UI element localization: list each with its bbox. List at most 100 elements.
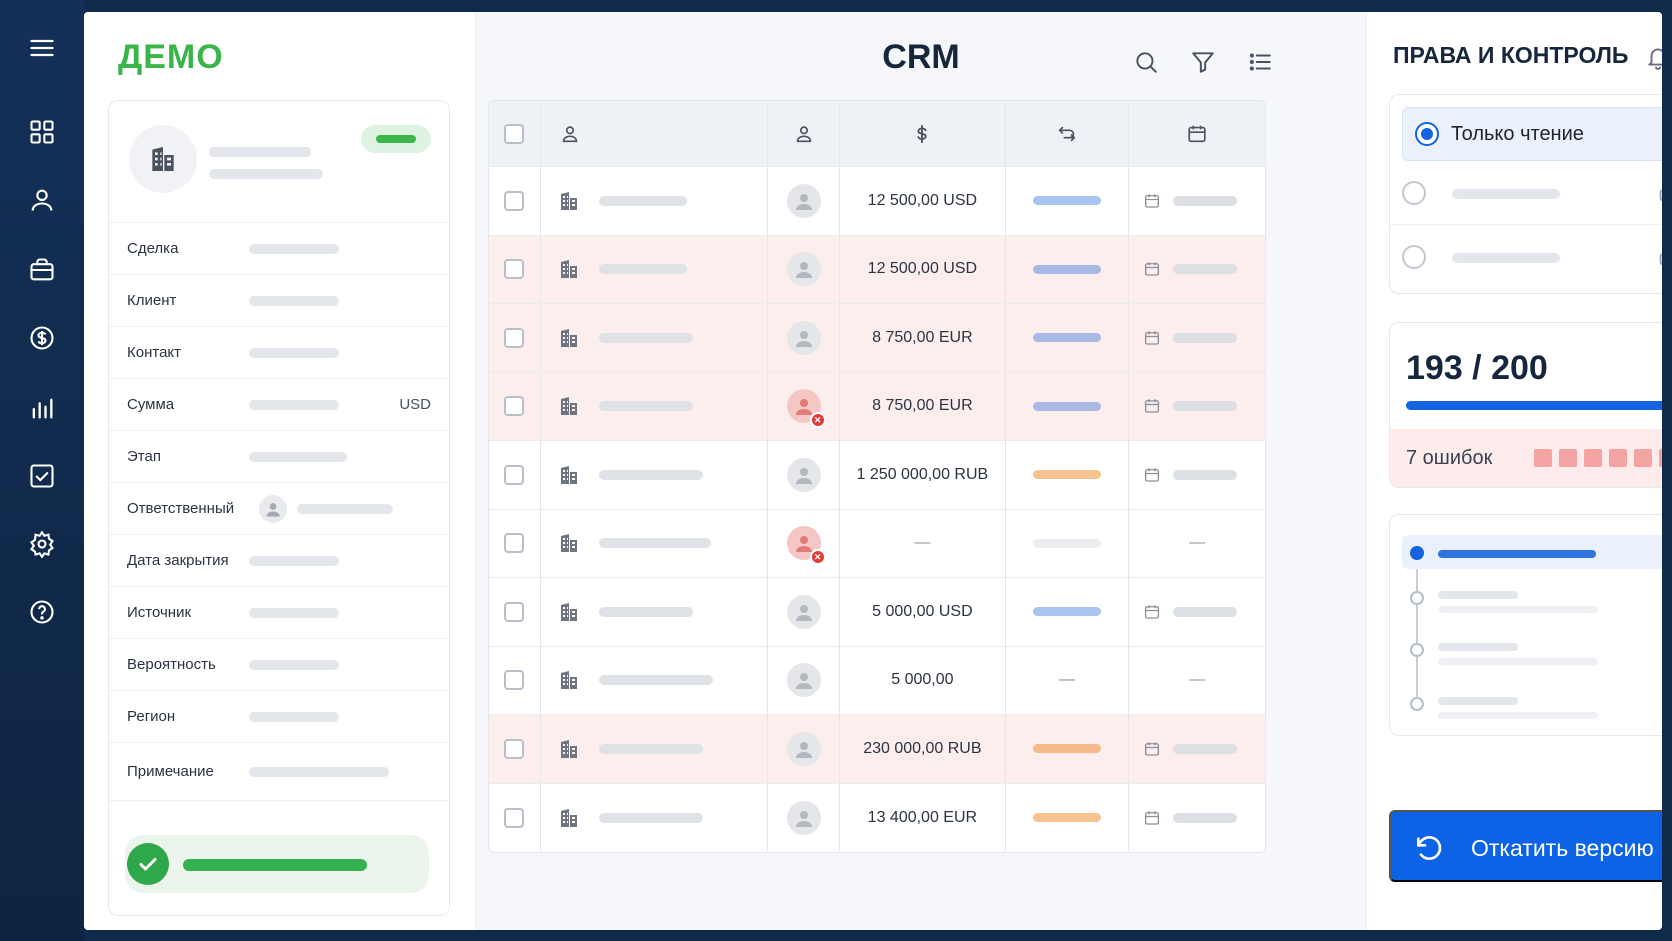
row-checkbox[interactable]: [504, 670, 525, 691]
option-radio[interactable]: [1402, 180, 1426, 205]
row-checkbox[interactable]: [504, 259, 525, 280]
table-row[interactable]: 230 000,00 RUB: [489, 715, 1265, 784]
owner-cell[interactable]: [768, 304, 841, 372]
bar-chart-icon[interactable]: [22, 388, 62, 428]
amount-cell[interactable]: 8 750,00 EUR: [840, 372, 1006, 440]
company-cell[interactable]: [541, 578, 769, 646]
timeline-dot[interactable]: [1410, 643, 1424, 657]
company-cell[interactable]: [541, 372, 769, 440]
option-readonly[interactable]: Только чтение: [1402, 107, 1662, 161]
company-cell[interactable]: [541, 304, 769, 372]
table-row[interactable]: 12 500,00 USD: [489, 235, 1265, 304]
table-row[interactable]: 12 500,00 USD: [489, 167, 1265, 236]
task-check-icon[interactable]: [22, 456, 62, 496]
status-cell[interactable]: [1006, 783, 1130, 852]
owner-cell[interactable]: [768, 646, 841, 714]
amount-cell[interactable]: —: [840, 509, 1006, 577]
record-field[interactable]: Сделка: [109, 223, 449, 275]
record-field[interactable]: Примечание: [109, 743, 449, 801]
option-radio[interactable]: [1402, 245, 1426, 269]
row-checkbox[interactable]: [504, 738, 525, 759]
select-all-checkbox[interactable]: [504, 123, 525, 144]
error-marker[interactable]: [1559, 449, 1577, 467]
row-checkbox[interactable]: [504, 190, 525, 211]
owner-cell[interactable]: [768, 235, 841, 303]
company-cell[interactable]: [541, 646, 769, 714]
row-checkbox[interactable]: [504, 533, 525, 554]
bell-icon[interactable]: [1643, 42, 1662, 72]
date-cell[interactable]: —: [1129, 510, 1265, 578]
status-cell[interactable]: [1006, 372, 1130, 440]
row-checkbox[interactable]: [504, 464, 525, 485]
record-field[interactable]: Ответственный: [109, 483, 449, 535]
record-field[interactable]: Этап: [109, 431, 449, 483]
table-row[interactable]: 5 000,00 USD: [489, 578, 1265, 647]
errors-band[interactable]: 7 ошибок: [1390, 429, 1662, 487]
row-checkbox[interactable]: [504, 396, 525, 417]
company-cell[interactable]: [541, 509, 769, 577]
company-cell[interactable]: [541, 167, 769, 235]
amount-cell[interactable]: 12 500,00 USD: [840, 167, 1006, 235]
timeline-dot[interactable]: [1410, 697, 1424, 711]
record-field[interactable]: Дата закрытия: [109, 535, 449, 587]
amount-cell[interactable]: 5 000,00 USD: [840, 578, 1006, 646]
date-cell[interactable]: [1129, 578, 1265, 646]
date-cell[interactable]: —: [1129, 647, 1265, 715]
row-checkbox[interactable]: [504, 807, 525, 828]
record-field[interactable]: Сумма USD: [109, 379, 449, 431]
table-row[interactable]: 5 000,00 — —: [489, 646, 1265, 715]
list-icon[interactable]: [1244, 46, 1276, 78]
menu-icon[interactable]: [22, 28, 62, 68]
error-marker[interactable]: [1634, 449, 1652, 467]
row-checkbox[interactable]: [504, 601, 525, 622]
amount-cell[interactable]: 1 250 000,00 RUB: [840, 441, 1006, 509]
table-row[interactable]: 1 250 000,00 RUB: [489, 441, 1265, 510]
status-cell[interactable]: [1006, 509, 1130, 577]
record-field[interactable]: Регион: [109, 691, 449, 743]
date-cell[interactable]: [1129, 784, 1265, 853]
rollback-button[interactable]: Откатить версию: [1389, 810, 1662, 882]
date-cell[interactable]: [1129, 715, 1265, 783]
amount-cell[interactable]: 13 400,00 EUR: [840, 783, 1006, 852]
amount-cell[interactable]: 230 000,00 RUB: [840, 715, 1006, 783]
amount-cell[interactable]: 12 500,00 USD: [840, 235, 1006, 303]
status-cell[interactable]: [1006, 441, 1130, 509]
header-date[interactable]: [1129, 101, 1265, 166]
date-cell[interactable]: [1129, 167, 1265, 235]
company-cell[interactable]: [541, 235, 769, 303]
owner-cell[interactable]: [768, 783, 841, 852]
owner-cell[interactable]: [768, 167, 841, 235]
status-cell[interactable]: [1006, 578, 1130, 646]
dollar-icon[interactable]: [22, 318, 62, 358]
option-locked-1[interactable]: [1390, 161, 1662, 225]
status-cell[interactable]: [1006, 235, 1130, 303]
owner-cell[interactable]: [768, 715, 841, 783]
row-checkbox[interactable]: [504, 327, 525, 348]
option-locked-2[interactable]: [1390, 225, 1662, 289]
error-marker[interactable]: [1609, 449, 1627, 467]
record-field[interactable]: Контакт: [109, 327, 449, 379]
search-icon[interactable]: [1130, 46, 1162, 78]
header-owner[interactable]: [768, 101, 841, 166]
amount-cell[interactable]: 5 000,00: [840, 646, 1006, 714]
header-amount[interactable]: [840, 101, 1006, 166]
record-field[interactable]: Вероятность: [109, 639, 449, 691]
owner-cell[interactable]: [768, 578, 841, 646]
status-cell[interactable]: —: [1006, 646, 1130, 714]
status-cell[interactable]: [1006, 167, 1130, 235]
error-marker[interactable]: [1534, 449, 1552, 467]
owner-cell[interactable]: ✕: [768, 509, 841, 577]
amount-cell[interactable]: 8 750,00 EUR: [840, 304, 1006, 372]
header-company[interactable]: [541, 101, 769, 166]
record-field[interactable]: Клиент: [109, 275, 449, 327]
settings-icon[interactable]: [22, 524, 62, 564]
table-row[interactable]: 8 750,00 EUR: [489, 304, 1265, 373]
user-icon[interactable]: [22, 180, 62, 220]
status-cell[interactable]: [1006, 715, 1130, 783]
company-cell[interactable]: [541, 783, 769, 852]
help-icon[interactable]: [22, 592, 62, 632]
error-marker[interactable]: [1659, 449, 1662, 467]
date-cell[interactable]: [1129, 373, 1265, 441]
timeline-dot[interactable]: [1410, 591, 1424, 605]
owner-cell[interactable]: [768, 441, 841, 509]
